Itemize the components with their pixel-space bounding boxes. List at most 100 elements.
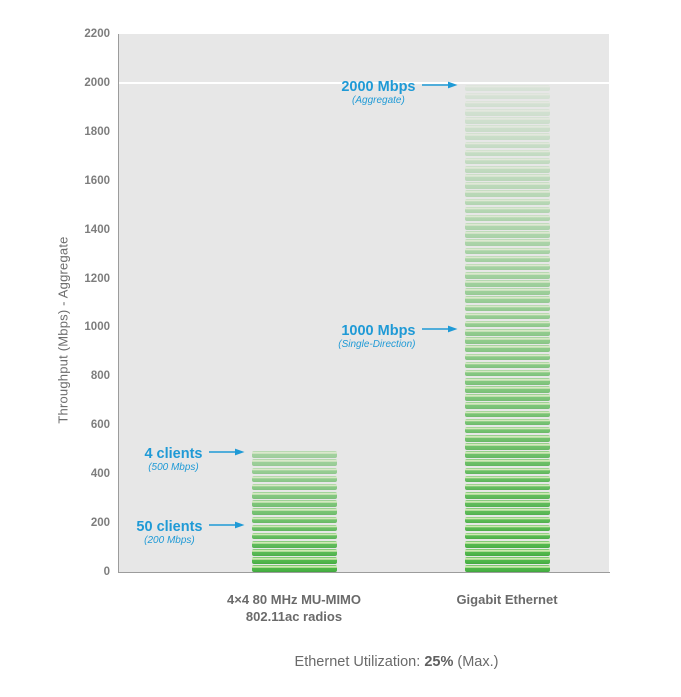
bar-1-stripe <box>464 565 550 572</box>
bar-1-stripe <box>464 386 550 393</box>
bar-1-stripe <box>464 198 550 206</box>
bar-0-stripe <box>251 459 337 467</box>
bar-1-stripe <box>464 500 550 507</box>
bar-1-stripe <box>464 288 550 295</box>
y-tick-label-600: 600 <box>90 419 110 432</box>
bar-1-stripe <box>464 223 550 230</box>
gridline-2000 <box>119 81 609 84</box>
bar-1-stripe <box>464 377 550 385</box>
y-tick-label-200: 200 <box>90 517 110 530</box>
bar-1-stripe <box>464 190 550 198</box>
bar-1-stripe <box>464 231 550 238</box>
plot-area <box>119 34 609 572</box>
x-axis-label-0: 4×4 80 MHz MU-MIMO 802.11ac radios <box>227 592 361 625</box>
caption-prefix: Ethernet Utilization: <box>294 654 425 670</box>
bar-1-stripe <box>464 239 550 246</box>
y-tick-label-1000: 1000 <box>84 321 110 334</box>
bar-1-stripe <box>464 557 550 564</box>
bar-1-stripe <box>464 353 550 361</box>
bar-1-stripe <box>464 304 550 312</box>
bar-0-stripe <box>251 557 337 564</box>
y-tick-label-400: 400 <box>90 468 110 481</box>
bar-1-stripe <box>464 410 550 418</box>
bar-0-stripe <box>251 483 337 491</box>
caption-bold-value: 25% <box>424 654 454 670</box>
bar-1-stripe <box>464 524 550 532</box>
bar-1-stripe <box>464 141 550 149</box>
y-tick-label-2000: 2000 <box>84 76 110 89</box>
y-tick-label-2200: 2200 <box>84 28 110 40</box>
bar-1-stripe <box>464 271 550 279</box>
bar-0-stripe <box>251 467 337 475</box>
bar-1-stripe <box>464 451 550 458</box>
bar-1-stripe <box>464 247 550 255</box>
bar-0-stripe <box>251 492 337 499</box>
bar-0-stripe <box>251 532 337 540</box>
bar-1-stripe <box>464 345 550 352</box>
bar-1-stripe <box>464 426 550 434</box>
annotation-4-clients: 4 clients (500 Mbps) <box>144 445 245 474</box>
bar-0-stripe <box>251 451 337 458</box>
annotation-label: 1000 Mbps <box>341 323 416 340</box>
bar-1-stripe <box>464 532 550 540</box>
annotation-2000-mbps: 2000 Mbps (Aggregate) <box>341 78 458 107</box>
bar-0-stripe <box>251 565 337 572</box>
x-axis-label-1: Gigabit Ethernet <box>456 592 557 609</box>
bar-1-stripe <box>464 320 550 328</box>
bar-1-stripe <box>464 369 550 377</box>
bar-0-stripe <box>251 500 337 507</box>
x-axis-label-line: 802.11ac radios <box>245 608 343 624</box>
annotation-arrow-icon <box>421 322 459 340</box>
bar-1-stripe <box>464 174 550 181</box>
annotation-label: 2000 Mbps <box>341 78 416 95</box>
bar-0-stripe <box>251 549 337 556</box>
annotation-label: 50 clients <box>136 519 203 536</box>
bar-1-stripe <box>464 549 550 556</box>
bar-1-stripe <box>464 296 550 303</box>
annotation-subtext: (Single-Direction) <box>338 339 416 351</box>
bar-1-stripe <box>464 92 550 100</box>
bar-1-stripe <box>464 492 550 499</box>
bar-0-stripe <box>251 508 337 515</box>
bar-1-stripe <box>464 475 550 483</box>
annotation-arrow-icon <box>421 78 459 96</box>
bar-1-stripe <box>464 443 550 450</box>
y-axis-line <box>117 34 119 572</box>
bar-1-stripe <box>464 329 550 336</box>
bar-1-stripe <box>464 108 550 116</box>
bar-1-stripe <box>464 312 550 320</box>
bar-1-stripe <box>464 149 550 157</box>
bar-1-stripe <box>464 214 550 222</box>
bar-1-stripe <box>464 166 550 173</box>
bar-0-stripe <box>251 475 337 483</box>
bar-1-stripe <box>464 361 550 369</box>
annotation-arrow-icon <box>208 518 246 536</box>
bar-1-stripe <box>464 402 550 409</box>
bar-1-stripe <box>464 540 550 548</box>
annotation-1000-mbps: 1000 Mbps (Single-Direction) <box>338 322 458 351</box>
x-axis-label-line: 4×4 80 MHz MU-MIMO <box>227 592 361 607</box>
bar-1-stripe <box>464 157 550 165</box>
bar-1-stripe <box>464 84 550 92</box>
bar-1-stripe <box>464 483 550 491</box>
bar-1-stripe <box>464 133 550 140</box>
bar-1-stripe <box>464 508 550 515</box>
bar-1-stripe <box>464 516 550 524</box>
x-axis-label-line: Gigabit Ethernet <box>456 592 558 607</box>
annotation-subtext: (200 Mbps) <box>144 535 195 547</box>
annotation-subtext: (500 Mbps) <box>148 461 199 473</box>
bar-1-stripe <box>464 394 550 401</box>
bar-1-stripe <box>464 125 550 132</box>
bar-1-stripe <box>464 182 550 189</box>
y-tick-label-1400: 1400 <box>84 223 110 236</box>
bar-0-stripe <box>251 524 337 532</box>
y-tick-label-800: 800 <box>90 370 110 383</box>
bar-1-stripe <box>464 117 550 124</box>
chart-caption: Ethernet Utilization: 25% (Max.) <box>110 654 681 670</box>
y-tick-label-0: 0 <box>103 566 110 578</box>
caption-suffix: (Max.) <box>453 654 499 670</box>
annotation-subtext: (Aggregate) <box>352 94 405 106</box>
bar-1-stripe <box>464 467 550 475</box>
bar-1-stripe <box>464 255 550 263</box>
